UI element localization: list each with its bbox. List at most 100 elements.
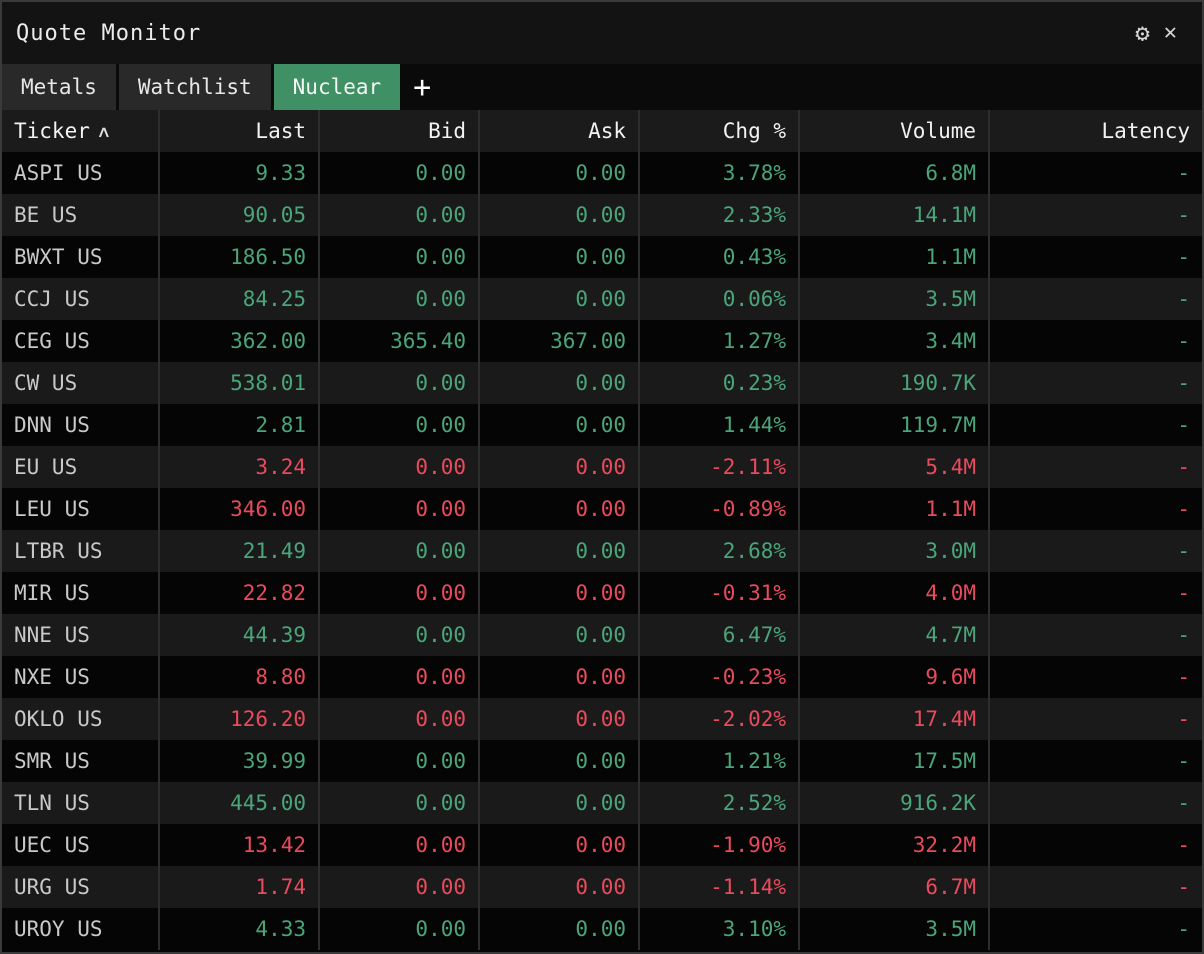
column-header-ask[interactable]: Ask [480,110,640,152]
table-row[interactable]: UEC US 13.42 0.00 0.00 -1.90% 32.2M - [2,824,1202,866]
column-header-volume[interactable]: Volume [800,110,990,152]
ticker-cell[interactable]: CEG US [2,320,160,362]
table-header-row: Ticker ∧ Last Bid Ask Chg % Volume Laten… [2,110,1202,152]
table-row[interactable]: BWXT US 186.50 0.00 0.00 0.43% 1.1M - [2,236,1202,278]
ticker-cell[interactable]: UEC US [2,824,160,866]
ticker-cell[interactable]: BE US [2,194,160,236]
ask-cell: 0.00 [480,656,640,698]
ticker-cell[interactable]: CW US [2,362,160,404]
table-row[interactable]: URG US 1.74 0.00 0.00 -1.14% 6.7M - [2,866,1202,908]
table-row[interactable]: NNE US 44.39 0.00 0.00 6.47% 4.7M - [2,614,1202,656]
ticker-cell[interactable]: CCJ US [2,278,160,320]
bid-cell: 0.00 [320,488,480,530]
chg-cell: 3.78% [640,152,800,194]
table-row[interactable]: SMR US 39.99 0.00 0.00 1.21% 17.5M - [2,740,1202,782]
volume-cell: 6.7M [800,866,990,908]
ticker-cell[interactable]: ASPI US [2,152,160,194]
volume-cell: 6.8M [800,152,990,194]
chg-cell: 0.23% [640,362,800,404]
ask-cell: 0.00 [480,824,640,866]
ask-cell: 0.00 [480,152,640,194]
ticker-cell[interactable]: MIR US [2,572,160,614]
tab-nuclear[interactable]: Nuclear [273,64,401,110]
ask-cell: 0.00 [480,404,640,446]
latency-cell: - [1177,539,1190,563]
chg-cell: -2.02% [640,698,800,740]
ticker-cell[interactable]: DNN US [2,404,160,446]
settings-button[interactable]: ⚙ [1128,17,1156,49]
ask-cell: 0.00 [480,740,640,782]
add-tab-button[interactable]: + [405,64,439,110]
latency-cell: - [1177,329,1190,353]
column-header-last[interactable]: Last [160,110,320,152]
latency-cell: - [1177,581,1190,605]
tab-watchlist[interactable]: Watchlist [118,64,271,110]
column-header-ticker[interactable]: Ticker ∧ [2,110,160,152]
bid-cell: 0.00 [320,740,480,782]
ticker-cell[interactable]: UROY US [2,908,160,950]
table-row[interactable]: LTBR US 21.49 0.00 0.00 2.68% 3.0M - [2,530,1202,572]
volume-cell: 119.7M [800,404,990,446]
table-row[interactable]: BE US 90.05 0.00 0.00 2.33% 14.1M - [2,194,1202,236]
ask-cell: 0.00 [480,446,640,488]
volume-cell: 17.5M [800,740,990,782]
table-row[interactable]: OKLO US 126.20 0.00 0.00 -2.02% 17.4M - [2,698,1202,740]
bid-cell: 0.00 [320,404,480,446]
table-row[interactable]: LEU US 346.00 0.00 0.00 -0.89% 1.1M - [2,488,1202,530]
column-header-bid[interactable]: Bid [320,110,480,152]
ticker-cell[interactable]: LEU US [2,488,160,530]
ask-cell: 0.00 [480,782,640,824]
column-header-latency[interactable]: Latency [1101,119,1190,143]
bid-cell: 0.00 [320,362,480,404]
chg-cell: -0.31% [640,572,800,614]
latency-cell: - [1177,455,1190,479]
ask-cell: 0.00 [480,530,640,572]
volume-cell: 4.7M [800,614,990,656]
table-row[interactable]: DNN US 2.81 0.00 0.00 1.44% 119.7M - [2,404,1202,446]
ticker-cell[interactable]: URG US [2,866,160,908]
bid-cell: 0.00 [320,446,480,488]
volume-cell: 5.4M [800,446,990,488]
latency-cell: - [1177,497,1190,521]
latency-cell: - [1177,917,1190,941]
bid-cell: 0.00 [320,656,480,698]
table-row[interactable]: MIR US 22.82 0.00 0.00 -0.31% 4.0M - [2,572,1202,614]
ticker-cell[interactable]: EU US [2,446,160,488]
table-row[interactable]: CEG US 362.00 365.40 367.00 1.27% 3.4M - [2,320,1202,362]
ticker-cell[interactable]: LTBR US [2,530,160,572]
table-row[interactable]: EU US 3.24 0.00 0.00 -2.11% 5.4M - [2,446,1202,488]
chg-cell: -0.89% [640,488,800,530]
chg-cell: -1.90% [640,824,800,866]
latency-cell: - [1177,287,1190,311]
volume-cell: 1.1M [800,488,990,530]
volume-cell: 190.7K [800,362,990,404]
latency-cell: - [1177,623,1190,647]
last-cell: 3.24 [160,446,320,488]
last-cell: 126.20 [160,698,320,740]
ticker-cell[interactable]: BWXT US [2,236,160,278]
volume-cell: 3.0M [800,530,990,572]
ticker-cell[interactable]: OKLO US [2,698,160,740]
ticker-cell[interactable]: NXE US [2,656,160,698]
table-row[interactable]: UROY US 4.33 0.00 0.00 3.10% 3.5M - [2,908,1202,950]
close-button[interactable]: ✕ [1157,18,1184,48]
bid-cell: 0.00 [320,614,480,656]
table-row[interactable]: CCJ US 84.25 0.00 0.00 0.06% 3.5M - [2,278,1202,320]
chg-cell: -0.23% [640,656,800,698]
tab-metals[interactable]: Metals [2,64,116,110]
bid-cell: 365.40 [320,320,480,362]
ticker-cell[interactable]: NNE US [2,614,160,656]
chg-cell: 2.33% [640,194,800,236]
table-row[interactable]: ASPI US 9.33 0.00 0.00 3.78% 6.8M - [2,152,1202,194]
table-row[interactable]: NXE US 8.80 0.00 0.00 -0.23% 9.6M - [2,656,1202,698]
ticker-cell[interactable]: SMR US [2,740,160,782]
table-row[interactable]: TLN US 445.00 0.00 0.00 2.52% 916.2K - [2,782,1202,824]
table-row[interactable]: CW US 538.01 0.00 0.00 0.23% 190.7K - [2,362,1202,404]
last-cell: 1.74 [160,866,320,908]
column-header-chg[interactable]: Chg % [640,110,800,152]
chg-cell: 1.44% [640,404,800,446]
latency-cell: - [1177,707,1190,731]
ticker-cell[interactable]: TLN US [2,782,160,824]
ask-cell: 0.00 [480,488,640,530]
